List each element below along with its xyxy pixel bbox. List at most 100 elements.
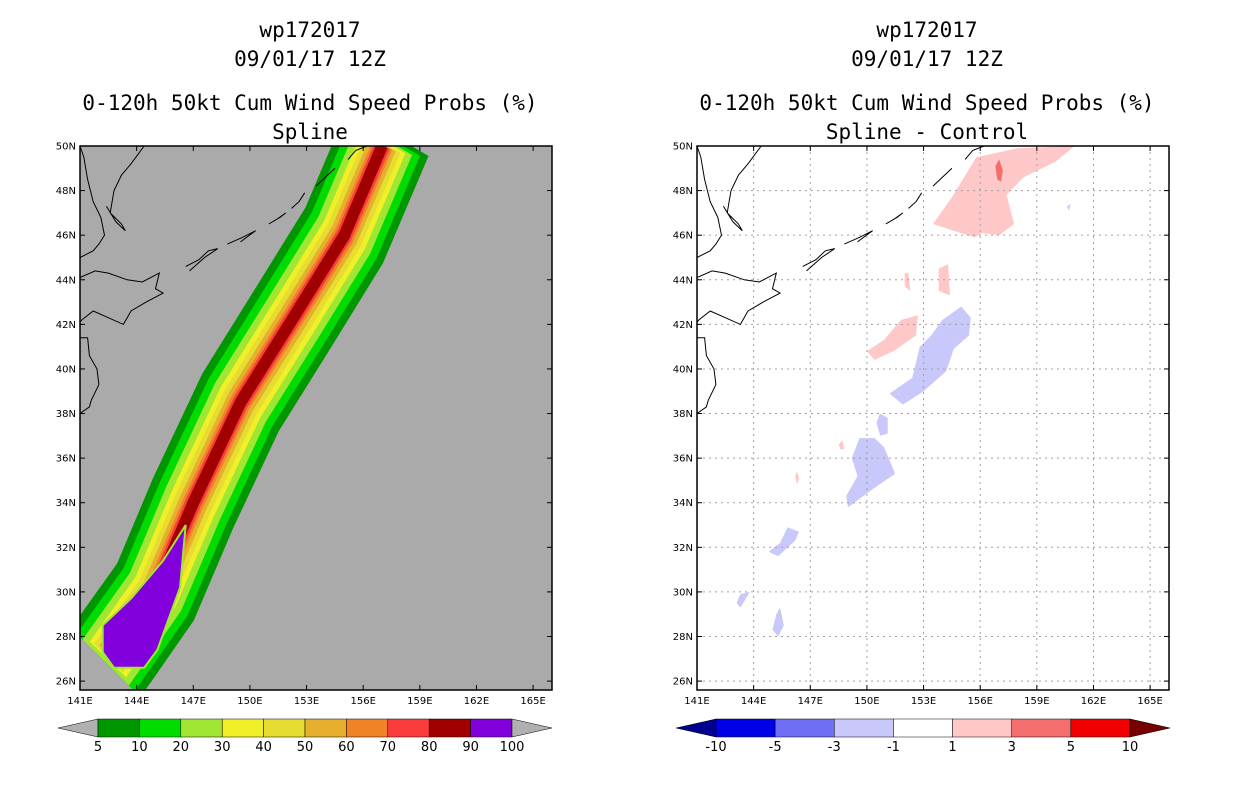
colorbar-label: 70	[380, 740, 397, 755]
colorbar-label: 10	[1122, 740, 1139, 755]
y-tick-label: 26N	[56, 677, 76, 688]
y-tick-label: 26N	[673, 677, 693, 688]
y-tick-label: 44N	[56, 275, 76, 286]
coastline	[697, 270, 782, 326]
x-tick-label: 153E	[294, 696, 319, 707]
colorbar-label: 100	[500, 740, 525, 755]
difference-region-10	[768, 527, 799, 557]
y-tick-label: 48N	[673, 186, 693, 197]
left-storm-id: wp172017	[259, 18, 361, 42]
colorbar-swatch	[180, 718, 223, 738]
x-tick-label: 162E	[464, 696, 489, 707]
difference-region-0	[933, 146, 1075, 238]
left-datetime: 09/01/17 12Z	[234, 47, 386, 71]
x-tick-label: 159E	[1024, 696, 1049, 707]
coastline	[932, 167, 953, 187]
y-tick-label: 36N	[673, 454, 693, 465]
y-tick-label: 46N	[56, 231, 76, 242]
colorbar-label: -10	[705, 740, 726, 755]
colorbar-swatch	[221, 718, 264, 738]
x-tick-label: 153E	[911, 696, 936, 707]
y-tick-label: 38N	[673, 409, 693, 420]
coastline	[227, 230, 256, 245]
y-tick-label: 30N	[56, 587, 76, 598]
difference-region-12	[772, 607, 784, 637]
colorbar-over-arrow	[511, 718, 553, 738]
difference-region-4	[866, 315, 918, 360]
x-tick-label: 156E	[350, 696, 375, 707]
x-tick-label: 150E	[237, 696, 262, 707]
colorbar-swatch	[470, 718, 513, 738]
right-datetime: 09/01/17 12Z	[851, 47, 1003, 71]
contour-layer	[736, 146, 1075, 637]
coastline	[80, 270, 165, 326]
colorbar-label: 3	[1008, 740, 1016, 755]
x-tick-label: 165E	[1137, 696, 1162, 707]
right-product-title: 0-120h 50kt Cum Wind Speed Probs (%)	[699, 91, 1155, 115]
coastline	[885, 212, 904, 225]
coastline	[291, 192, 306, 209]
colorbar-swatch	[346, 718, 389, 738]
y-tick-label: 42N	[56, 320, 76, 331]
x-tick-label: 156E	[967, 696, 992, 707]
colorbar: 5 10 20 30 40 50 60 70 80 90 100	[57, 718, 553, 755]
difference-region-3	[904, 273, 911, 291]
difference-region-13	[1067, 204, 1071, 211]
y-tick-label: 28N	[673, 632, 693, 643]
y-tick-label: 40N	[56, 364, 76, 375]
difference-region-5	[795, 471, 799, 485]
difference-region-1	[995, 159, 1003, 182]
x-tick-label: 165E	[520, 696, 545, 707]
contour-fill-80	[109, 146, 388, 656]
x-tick-label: 141E	[684, 696, 709, 707]
colorbar-label: 40	[255, 740, 272, 755]
coastline	[105, 146, 145, 232]
y-tick-label: 44N	[673, 275, 693, 286]
plot-frame	[696, 145, 1170, 691]
y-tick-label: 50N	[673, 142, 693, 153]
colorbar: -10 -5 -3 -1 1 3 5 10	[675, 718, 1171, 755]
colorbar-swatch	[387, 718, 430, 738]
coastline	[697, 146, 723, 258]
coastline	[315, 167, 336, 187]
colorbar-swatch	[139, 718, 182, 738]
difference-region-8	[876, 413, 888, 436]
coastline	[844, 230, 873, 245]
colorbar-swatch	[952, 718, 1012, 738]
y-tick-label: 30N	[673, 587, 693, 598]
colorbar-label: 20	[173, 740, 190, 755]
right-panel-title: wp172017 09/01/17 12Z 0-120h 50kt Cum Wi…	[647, 16, 1207, 147]
coastline	[185, 248, 219, 272]
difference-region-11	[736, 591, 750, 608]
y-tick-label: 40N	[673, 364, 693, 375]
y-tick-label: 32N	[56, 543, 76, 554]
y-tick-label: 38N	[56, 409, 76, 420]
coastline-layer	[697, 146, 985, 414]
y-tick-label: 46N	[673, 231, 693, 242]
coastline	[80, 337, 100, 414]
colorbar-label: 80	[421, 740, 438, 755]
x-tick-label: 144E	[741, 696, 766, 707]
y-tick-label: 50N	[56, 142, 76, 153]
difference-region-6	[838, 440, 845, 450]
colorbar-swatch	[97, 718, 140, 738]
y-tick-label: 32N	[673, 543, 693, 554]
coastline	[722, 146, 762, 232]
coastline	[908, 192, 923, 209]
contour-layer	[80, 146, 429, 690]
colorbar-swatch	[893, 718, 953, 738]
coastline-layer	[80, 146, 368, 414]
y-tick-label: 28N	[56, 632, 76, 643]
left-subtitle: Spline	[272, 120, 348, 144]
colorbar-swatch	[715, 718, 776, 738]
right-subtitle: Spline - Control	[825, 120, 1029, 144]
colorbar-label: 5	[94, 740, 102, 755]
contour-fill-100	[101, 524, 187, 669]
x-tick-label: 159E	[407, 696, 432, 707]
left-panel-title: wp172017 09/01/17 12Z 0-120h 50kt Cum Wi…	[30, 16, 590, 147]
plot-frame	[79, 145, 553, 691]
colorbar-under-arrow	[675, 718, 717, 738]
colorbar-swatch	[834, 718, 894, 738]
colorbar-under-arrow	[57, 718, 99, 738]
x-tick-label: 147E	[181, 696, 206, 707]
